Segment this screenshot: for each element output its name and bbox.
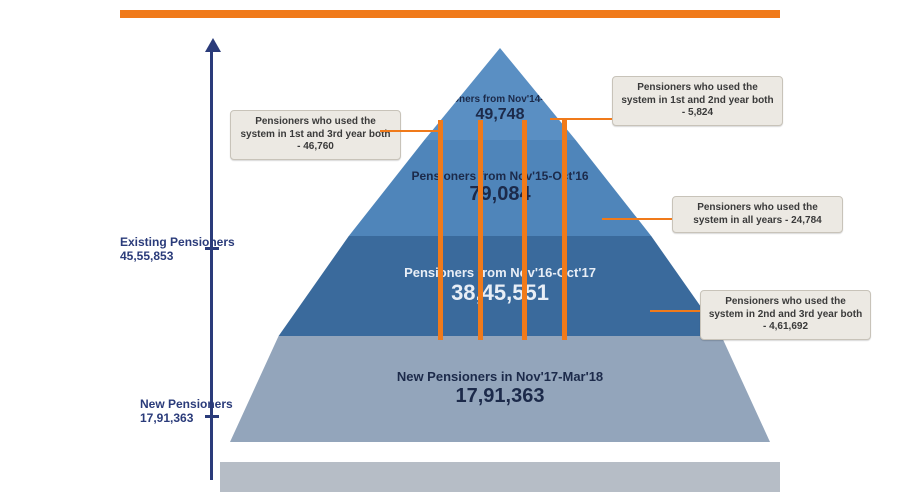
leader-line (380, 130, 440, 132)
leader-line (602, 218, 672, 220)
callout-left-top: Pensioners who used the system in 1st an… (230, 110, 401, 160)
connector-bar (562, 120, 567, 340)
callout-text: Pensioners who used the system in 2nd an… (709, 296, 862, 320)
layer-label: New Pensioners in Nov'17-Mar'18 (391, 370, 609, 385)
layer-value: 17,91,363 (456, 385, 545, 408)
yaxis-label-value: 17,91,363 (140, 411, 193, 425)
top-accent-bar (120, 10, 780, 18)
callout-text: Pensioners who used the system in 1st an… (240, 116, 390, 140)
leader-line (550, 118, 612, 120)
yaxis-label-value: 45,55,853 (120, 249, 173, 263)
callout-right-bottom: Pensioners who used the system in 2nd an… (700, 290, 871, 340)
callout-right-top: Pensioners who used the system in 1st an… (612, 76, 783, 126)
callout-text: Pensioners who used the system in 1st an… (621, 82, 773, 106)
footer-band (220, 462, 780, 492)
pyramid-layer-4: New Pensioners in Nov'17-Mar'18 17,91,36… (230, 336, 770, 442)
callout-value: 4,61,692 (769, 321, 808, 332)
connector-bar (522, 120, 527, 340)
callout-right-mid: Pensioners who used the system in all ye… (672, 196, 843, 233)
layer-value: 38,45,551 (451, 280, 549, 306)
callout-value: 5,824 (688, 107, 713, 118)
pyramid-layer-3: Pensioners from Nov'16-Oct'17 38,45,551 (230, 236, 770, 336)
callout-value: 46,760 (303, 141, 334, 152)
yaxis-label-existing: Existing Pensioners 45,55,853 (120, 236, 235, 264)
layer-label: Pensioners from Nov'14-Oct'15 (420, 64, 580, 106)
yaxis-label-title: Existing Pensioners (120, 235, 235, 249)
pyramid-chart: Existing Pensioners 45,55,853 New Pensio… (0, 0, 900, 500)
yaxis-label-new: New Pensioners 17,91,363 (140, 398, 233, 426)
leader-line (440, 130, 442, 188)
layer-label: Pensioners from Nov'16-Oct'17 (398, 266, 602, 281)
callout-value: 24,784 (791, 215, 822, 226)
yaxis-label-title: New Pensioners (140, 397, 233, 411)
connector-bar (478, 120, 483, 340)
leader-line (650, 310, 700, 312)
